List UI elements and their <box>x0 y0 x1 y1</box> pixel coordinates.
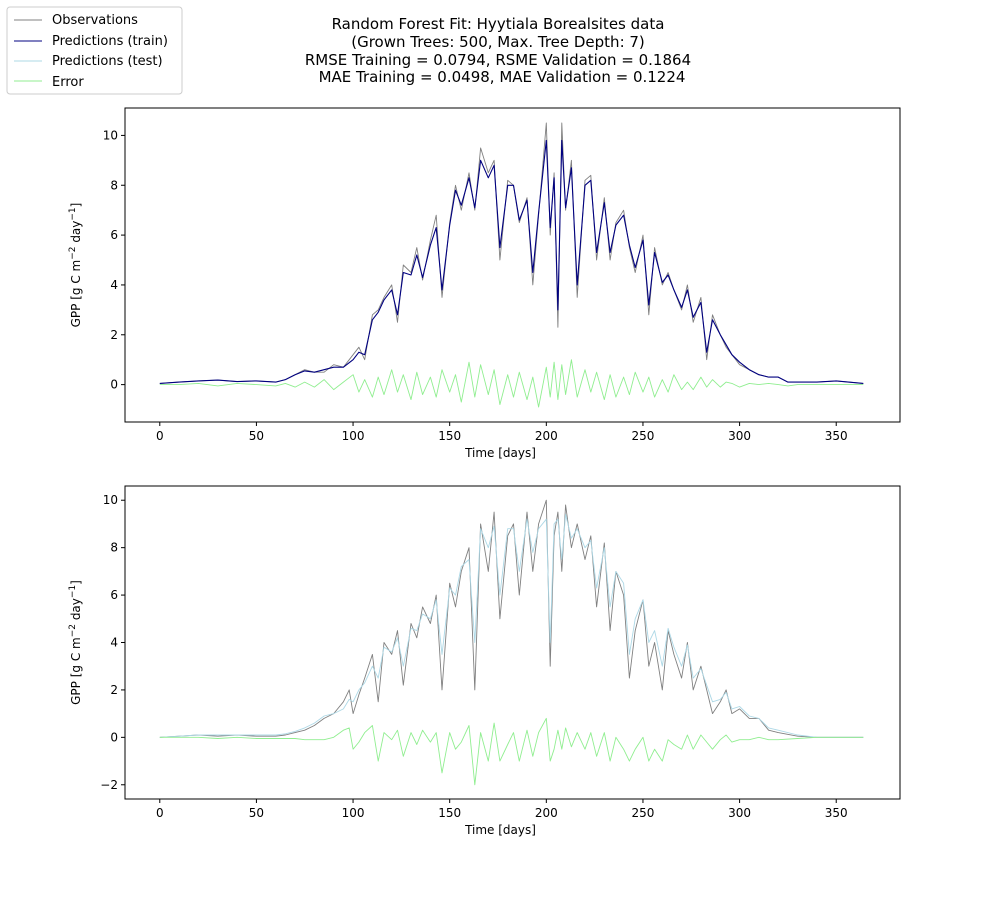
bottom-x-axis-label: Time [days] <box>464 823 536 837</box>
legend-label-predictions-test: Predictions (test) <box>52 54 163 69</box>
bottom-y-tick-label: 4 <box>110 636 118 650</box>
title-line-1: Random Forest Fit: Hyytiala Borealsites … <box>332 15 665 33</box>
top-y-tick-label: 0 <box>110 378 118 392</box>
top-x-tick-label: 350 <box>825 429 848 443</box>
title-line-4: MAE Training = 0.0498, MAE Validation = … <box>319 68 686 86</box>
bottom-x-tick-label: 50 <box>249 806 264 820</box>
bottom-series-group <box>159 499 864 786</box>
top-x-tick-label: 300 <box>728 429 751 443</box>
bottom-x-tick-label: 0 <box>156 806 164 820</box>
title-line-2: (Grown Trees: 500, Max. Tree Depth: 7) <box>351 33 645 51</box>
top-series-line-observations <box>159 122 864 384</box>
legend: Observations Predictions (train) Predict… <box>6 6 183 95</box>
bottom-y-tick-label: 6 <box>110 588 118 602</box>
bottom-x-tick-label: 150 <box>438 806 461 820</box>
bottom-series-line-observations <box>159 499 864 738</box>
legend-box <box>6 6 183 95</box>
top-x-tick-label: 250 <box>632 429 655 443</box>
top-y-tick-label: 4 <box>110 278 118 292</box>
bottom-panel: 0 50 100 150 200 250 300 350 −2 0 2 4 6 8 10 Time [days… <box>68 485 901 837</box>
bottom-y-tick-label: 2 <box>110 683 118 697</box>
top-x-tick-label: 50 <box>249 429 264 443</box>
top-axes-frame <box>124 107 901 423</box>
bottom-y-axis-label: GPP [g C m−2 day−1] <box>68 580 83 705</box>
top-y-axis-label: GPP [g C m−2 day−1] <box>68 203 83 328</box>
bottom-series-line-error <box>159 717 864 786</box>
title-line-3: RMSE Training = 0.0794, RSME Validation … <box>305 51 691 69</box>
bottom-x-tick-label: 200 <box>535 806 558 820</box>
top-series-group <box>159 122 864 408</box>
top-series-line-predictions-train <box>159 139 864 384</box>
bottom-y-tick-label: −2 <box>100 778 118 792</box>
bottom-x-tick-label: 250 <box>632 806 655 820</box>
legend-label-error: Error <box>52 75 84 90</box>
bottom-y-tick-label: 10 <box>103 493 118 507</box>
bottom-x-tick-label: 100 <box>342 806 365 820</box>
chart-title: Random Forest Fit: Hyytiala Borealsites … <box>305 15 691 86</box>
bottom-x-tick-label: 300 <box>728 806 751 820</box>
top-x-axis-label: Time [days] <box>464 446 536 460</box>
top-series-line-error <box>159 359 864 408</box>
top-y-tick-label: 10 <box>103 128 118 142</box>
top-x-tick-label: 0 <box>156 429 164 443</box>
legend-label-observations: Observations <box>52 13 138 28</box>
bottom-series-line-predictions-test <box>159 514 864 738</box>
top-y-tick-label: 6 <box>110 228 118 242</box>
legend-label-predictions-train: Predictions (train) <box>52 34 168 49</box>
top-x-tick-label: 200 <box>535 429 558 443</box>
top-y-tick-label: 8 <box>110 178 118 192</box>
bottom-x-tick-label: 350 <box>825 806 848 820</box>
top-x-tick-label: 150 <box>438 429 461 443</box>
top-x-tick-label: 100 <box>342 429 365 443</box>
bottom-axes-frame <box>124 485 901 800</box>
bottom-y-tick-label: 8 <box>110 541 118 555</box>
top-panel: 0 50 100 150 200 250 300 350 0 2 4 6 8 10 Time [days] G… <box>68 107 901 460</box>
top-y-tick-label: 2 <box>110 328 118 342</box>
bottom-y-tick-label: 0 <box>110 730 118 744</box>
